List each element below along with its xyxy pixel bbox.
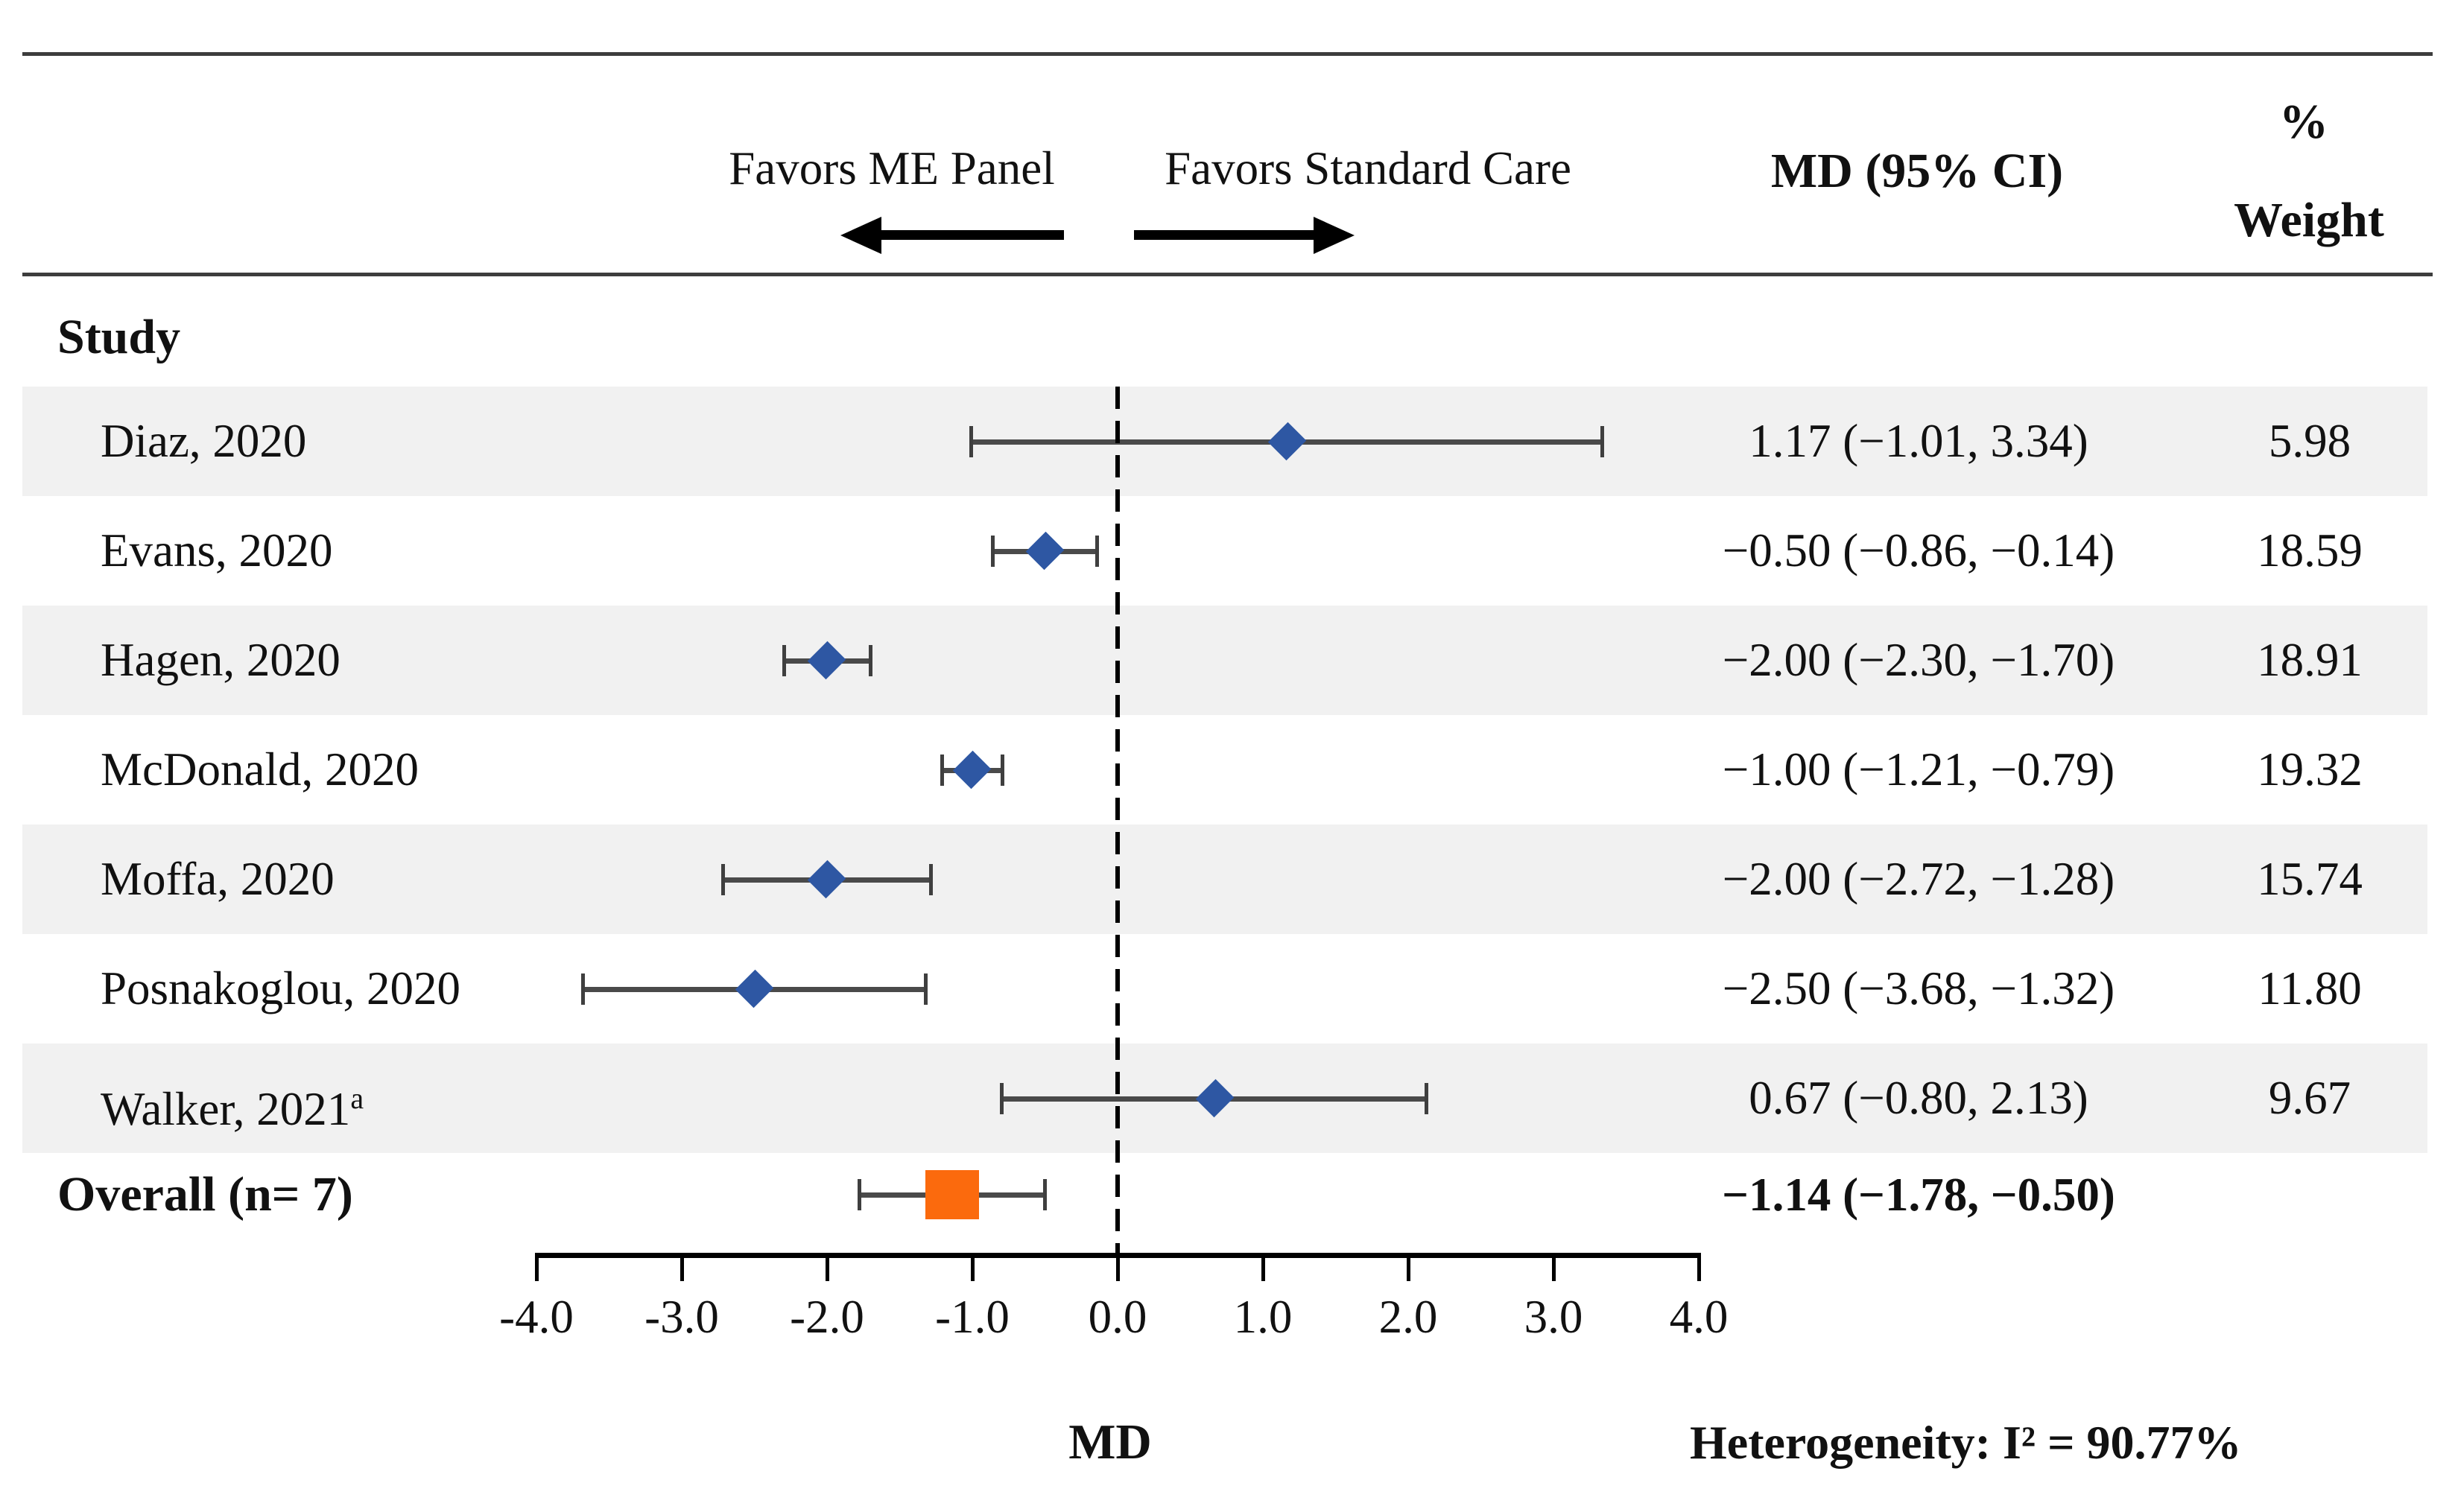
- md-ci-value: −2.00 (−2.72, −1.28): [1722, 853, 2115, 905]
- x-axis-tick: [1697, 1253, 1701, 1281]
- weight-column-header: Weight: [2234, 193, 2384, 247]
- x-axis-tick: [971, 1253, 975, 1281]
- ci-cap-right: [1000, 754, 1004, 786]
- point-estimate-marker: [952, 750, 992, 789]
- ci-cap-right: [1095, 535, 1099, 567]
- x-axis-tick-label: 0.0: [1088, 1291, 1147, 1343]
- ci-cap-left: [857, 1179, 861, 1210]
- x-axis-tick: [1261, 1253, 1265, 1281]
- weight-value: 5.98: [2268, 415, 2351, 467]
- row-band: [22, 825, 2427, 934]
- study-label: Hagen, 2020: [101, 634, 340, 686]
- favors-left-label: Favors ME Panel: [729, 142, 1055, 194]
- ci-cap-left: [720, 863, 725, 895]
- study-column-header: Study: [57, 310, 181, 364]
- x-axis-tick-label: 2.0: [1378, 1291, 1438, 1343]
- x-axis-title: MD: [1068, 1414, 1152, 1470]
- study-label: Evans, 2020: [101, 524, 333, 576]
- point-estimate-marker: [735, 969, 773, 1008]
- x-axis-tick: [1407, 1253, 1410, 1281]
- ci-cap-right: [929, 863, 934, 895]
- x-axis-tick-label: -1.0: [935, 1291, 1010, 1343]
- ci-cap-right: [1425, 1082, 1429, 1114]
- weight-value: 9.67: [2268, 1072, 2351, 1124]
- md-ci-value: 1.17 (−1.01, 3.34): [1749, 415, 2088, 467]
- x-axis-tick-label: 3.0: [1524, 1291, 1583, 1343]
- percent-column-header: %: [2279, 95, 2328, 149]
- weight-value: 18.91: [2257, 634, 2363, 686]
- zero-reference-line: [1115, 387, 1120, 1258]
- x-axis-tick: [826, 1253, 829, 1281]
- x-axis-tick: [535, 1253, 539, 1281]
- md-ci-value: −2.00 (−2.30, −1.70): [1722, 634, 2115, 686]
- weight-value: 19.32: [2257, 743, 2363, 795]
- x-axis-tick: [1116, 1253, 1120, 1281]
- study-label: Walker, 2021a: [101, 1081, 364, 1135]
- x-axis-tick-label: 4.0: [1669, 1291, 1729, 1343]
- point-estimate-marker: [1025, 531, 1064, 570]
- md-ci-value: −1.00 (−1.21, −0.79): [1722, 743, 2115, 795]
- ci-cap-left: [969, 425, 974, 457]
- ci-cap-right: [923, 973, 928, 1005]
- md-ci-value: −2.50 (−3.68, −1.32): [1722, 962, 2115, 1014]
- ci-cap-left: [991, 535, 995, 567]
- study-label: McDonald, 2020: [101, 743, 419, 795]
- ci-cap-right: [1042, 1179, 1047, 1210]
- x-axis-tick-label: 1.0: [1233, 1291, 1293, 1343]
- overall-estimate-marker: [925, 1170, 979, 1219]
- ci-cap-right: [1600, 425, 1605, 457]
- weight-value: 11.80: [2258, 962, 2362, 1014]
- md-ci-value: −0.50 (−0.86, −0.14): [1722, 524, 2115, 576]
- study-label: Diaz, 2020: [101, 415, 307, 467]
- overall-md-ci-value: −1.14 (−1.78, −0.50): [1722, 1169, 2115, 1221]
- weight-value: 15.74: [2257, 853, 2363, 905]
- ci-cap-left: [581, 973, 586, 1005]
- x-axis-tick-label: -3.0: [644, 1291, 719, 1343]
- header-divider-rule: [22, 273, 2433, 276]
- x-axis-tick: [1552, 1253, 1556, 1281]
- x-axis-tick-label: -2.0: [790, 1291, 864, 1343]
- row-band: [22, 606, 2427, 715]
- ci-cap-left: [1000, 1082, 1004, 1114]
- overall-label: Overall (n= 7): [57, 1167, 353, 1222]
- x-axis-tick: [680, 1253, 684, 1281]
- x-axis-tick-label: -4.0: [499, 1291, 574, 1343]
- ci-cap-left: [940, 754, 945, 786]
- top-rule: [22, 52, 2433, 56]
- heterogeneity-label: Heterogeneity: I² = 90.77%: [1690, 1416, 2242, 1469]
- md-ci-value: 0.67 (−0.80, 2.13): [1749, 1072, 2088, 1124]
- md-ci-column-header: MD (95% CI): [1770, 144, 2064, 198]
- favors-right-label: Favors Standard Care: [1165, 142, 1571, 194]
- weight-value: 18.59: [2257, 524, 2363, 576]
- ci-cap-right: [868, 644, 872, 676]
- ci-cap-left: [782, 644, 786, 676]
- study-label: Moffa, 2020: [101, 853, 335, 905]
- study-label: Posnakoglou, 2020: [101, 962, 461, 1014]
